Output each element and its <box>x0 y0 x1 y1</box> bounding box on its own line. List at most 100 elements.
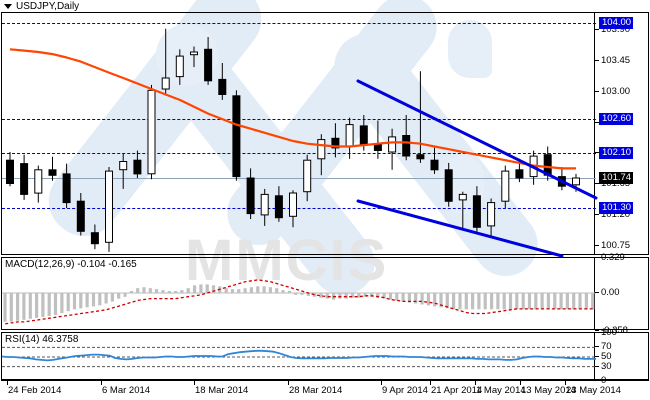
rsi-line <box>1 349 596 362</box>
macd-histogram-bar <box>3 293 7 322</box>
macd-histogram-bar <box>287 291 291 293</box>
date-label: 1 May 2014 <box>476 385 526 396</box>
chart-title-bar[interactable]: USDJPY,Daily <box>4 0 79 13</box>
macd-histogram-bar <box>123 293 127 297</box>
macd-histogram-bar <box>256 286 260 293</box>
macd-histogram-bar <box>174 291 178 293</box>
macd-histogram-bar <box>407 293 411 303</box>
price-level-label[interactable]: 102.60 <box>599 113 634 126</box>
macd-histogram-bar <box>376 293 380 298</box>
date-tick <box>381 381 382 385</box>
macd-histogram-bar <box>60 293 64 314</box>
candlestick <box>90 224 99 250</box>
candlestick <box>147 84 156 180</box>
macd-plot <box>2 279 596 325</box>
candlestick <box>232 90 241 181</box>
macd-histogram-bar <box>72 293 77 310</box>
candlestick-plot <box>6 28 598 258</box>
candlestick <box>402 115 411 161</box>
macd-histogram-bar <box>439 293 443 308</box>
date-label: 23 May 2014 <box>566 385 621 396</box>
date-tick <box>101 381 102 385</box>
macd-histogram-bar <box>559 293 563 310</box>
date-tick <box>194 381 195 385</box>
macd-histogram-bar <box>110 293 114 302</box>
chevron-down-icon[interactable] <box>4 4 12 9</box>
candlestick <box>487 198 496 236</box>
rsi-axis[interactable]: 100 70 50 30 0 <box>595 327 649 386</box>
macd-histogram-bar <box>388 293 393 300</box>
candlestick <box>34 165 43 203</box>
macd-histogram-bar <box>211 285 216 293</box>
price-level-label[interactable]: 104.00 <box>599 17 634 30</box>
candlestick <box>274 186 283 222</box>
macd-histogram-bar <box>230 289 235 293</box>
macd-histogram-bar <box>452 293 456 310</box>
price-level-line <box>2 119 596 121</box>
macd-histogram-bar <box>205 284 209 293</box>
macd-histogram-bar <box>294 293 298 295</box>
candlestick <box>303 154 312 202</box>
price-level-label[interactable]: 102.10 <box>599 147 634 160</box>
macd-histogram-bar <box>546 293 550 310</box>
candlestick <box>331 123 340 158</box>
macd-histogram-bar <box>433 293 437 307</box>
macd-histogram-bar <box>471 293 475 310</box>
macd-histogram-bar <box>136 288 140 293</box>
candlestick <box>119 153 128 189</box>
macd-histogram-bar <box>319 293 323 298</box>
macd-histogram-bar <box>180 290 184 293</box>
candlestick <box>246 168 255 219</box>
price-level-label[interactable]: 101.74 <box>599 172 634 184</box>
macd-histogram-bar <box>572 293 576 310</box>
macd-histogram-bar <box>508 293 513 310</box>
date-label: 18 Mar 2014 <box>195 385 249 396</box>
trendline-lower <box>356 199 564 258</box>
candlestick <box>345 117 354 159</box>
macd-label: MACD(12,26,9) -0.104 -0.165 <box>5 259 137 270</box>
candlestick <box>260 188 269 226</box>
candlestick <box>430 147 439 174</box>
macd-histogram-bar <box>9 293 13 322</box>
candlestick <box>133 150 142 178</box>
price-level-line <box>2 23 596 25</box>
price-pane[interactable] <box>1 12 598 258</box>
macd-signal-line <box>5 279 593 325</box>
price-level-line <box>2 153 596 155</box>
price-axis[interactable]: 103.90103.45103.00102.55102.10101.65101.… <box>595 12 649 255</box>
macd-histogram-bar <box>502 293 506 310</box>
date-tick <box>7 381 8 385</box>
macd-histogram-bar <box>350 293 355 298</box>
macd-histogram-bar <box>79 293 83 309</box>
macd-histogram-bar <box>275 288 279 293</box>
macd-histogram-bar <box>129 291 133 293</box>
macd-histogram-bar <box>85 293 89 308</box>
macd-histogram-bar <box>262 286 266 293</box>
macd-histogram-bar <box>515 293 519 310</box>
candlestick <box>458 191 467 229</box>
macd-histogram-bar <box>401 293 405 302</box>
candlestick <box>317 134 326 176</box>
macd-histogram-bar <box>148 288 152 293</box>
macd-axis[interactable]: 0.329 0.00 -0.358 <box>595 252 649 336</box>
macd-histogram-bar <box>521 293 525 310</box>
macd-histogram-bar <box>142 287 146 293</box>
price-level-label[interactable]: 101.30 <box>599 202 634 215</box>
date-label: 9 Apr 2014 <box>382 385 428 396</box>
macd-histogram-bar <box>186 288 190 293</box>
macd-pane[interactable] <box>1 257 596 330</box>
macd-histogram-bar <box>313 293 317 297</box>
date-axis[interactable]: 24 Feb 2014 6 Mar 2014 18 Mar 2014 28 Mar 2… <box>1 380 649 399</box>
macd-histogram-bar <box>496 293 500 310</box>
macd-histogram-bar <box>41 293 45 317</box>
macd-histogram-bar <box>66 293 70 312</box>
rsi-pane[interactable] <box>1 332 596 380</box>
macd-histogram-bar <box>445 293 449 309</box>
macd-histogram-bar <box>357 293 361 298</box>
macd-histogram-bar <box>47 293 51 316</box>
macd-histogram-bar <box>199 284 203 293</box>
macd-histogram-bar <box>426 293 430 306</box>
candlestick <box>416 71 425 163</box>
candlestick <box>48 156 57 181</box>
macd-histogram-bar <box>104 293 108 304</box>
